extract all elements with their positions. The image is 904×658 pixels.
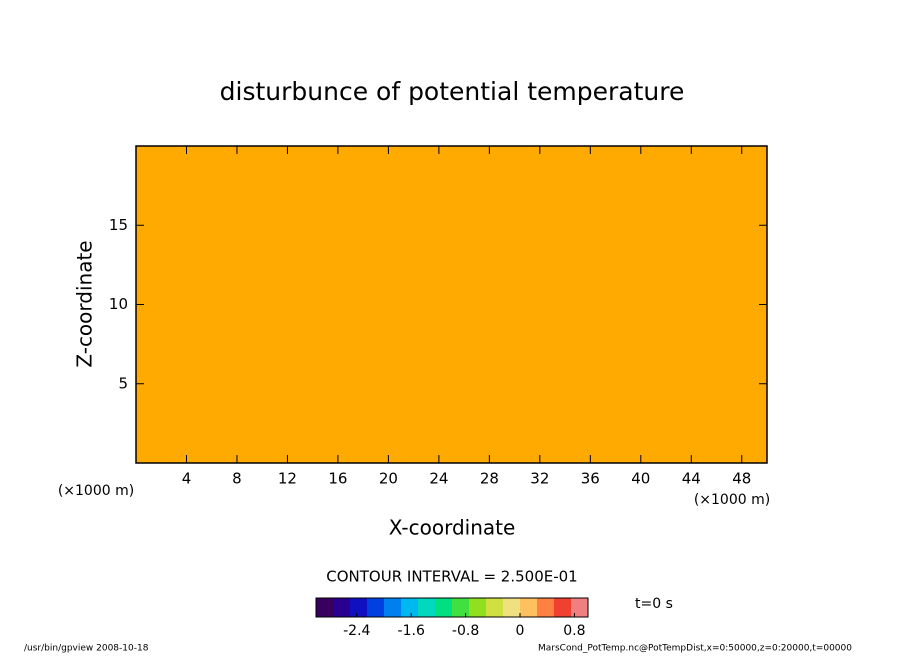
y-axis-label: Z-coordinate	[73, 240, 97, 367]
y-tick-label: 10	[109, 295, 128, 313]
y-tick-label: 15	[109, 216, 128, 234]
x-axis-label: X-coordinate	[389, 516, 516, 540]
x-tick-label: 36	[581, 470, 600, 488]
colorbar-cell	[554, 598, 572, 617]
colorbar-cell	[486, 598, 504, 617]
colorbar-cell	[418, 598, 436, 617]
colorbar-cell	[503, 598, 521, 617]
chart-title: disturbunce of potential temperature	[220, 77, 685, 106]
x-tick-label: 4	[182, 470, 192, 488]
colorbar-tick-label: 0.8	[563, 623, 585, 639]
colorbar-cell	[520, 598, 538, 617]
colorbar-tick-label: -0.8	[452, 623, 479, 639]
colorbar-cell	[571, 598, 589, 617]
footer-left: /usr/bin/gpview 2008-10-18	[24, 644, 149, 654]
colorbar-cell	[333, 598, 351, 617]
x-tick-label: 16	[328, 470, 347, 488]
colorbar-tick-label: -2.4	[343, 623, 370, 639]
x-tick-label: 12	[278, 470, 297, 488]
colorbar-tick-label: -1.6	[398, 623, 425, 639]
x-tick-label: 44	[682, 470, 701, 488]
field	[136, 146, 767, 463]
x-tick-label: 40	[631, 470, 650, 488]
colorbar-cell	[316, 598, 334, 617]
colorbar-cell	[384, 598, 402, 617]
contour-interval: CONTOUR INTERVAL = 2.500E-01	[326, 568, 577, 586]
y-unit: (×1000 m)	[58, 483, 134, 499]
colorbar-cell	[350, 598, 368, 617]
x-tick-label: 48	[732, 470, 751, 488]
colorbar-cell	[452, 598, 470, 617]
colorbar-tick-label: 0	[516, 623, 525, 639]
time-label: t=0 s	[635, 596, 673, 612]
colorbar-cell	[537, 598, 555, 617]
colorbar-cell	[401, 598, 419, 617]
colorbar-frame	[315, 597, 589, 618]
colorbar-cell	[469, 598, 487, 617]
y-tick-label: 5	[118, 374, 128, 392]
x-unit: (×1000 m)	[694, 492, 770, 508]
footer-right: MarsCond_PotTemp.nc@PotTempDist,x=0:5000…	[538, 644, 852, 654]
x-tick-label: 32	[530, 470, 549, 488]
x-tick-label: 28	[480, 470, 499, 488]
x-tick-label: 20	[379, 470, 398, 488]
colorbar-cell	[367, 598, 385, 617]
x-tick-label: 8	[232, 470, 242, 488]
colorbar-cell	[435, 598, 453, 617]
x-tick-label: 24	[429, 470, 448, 488]
